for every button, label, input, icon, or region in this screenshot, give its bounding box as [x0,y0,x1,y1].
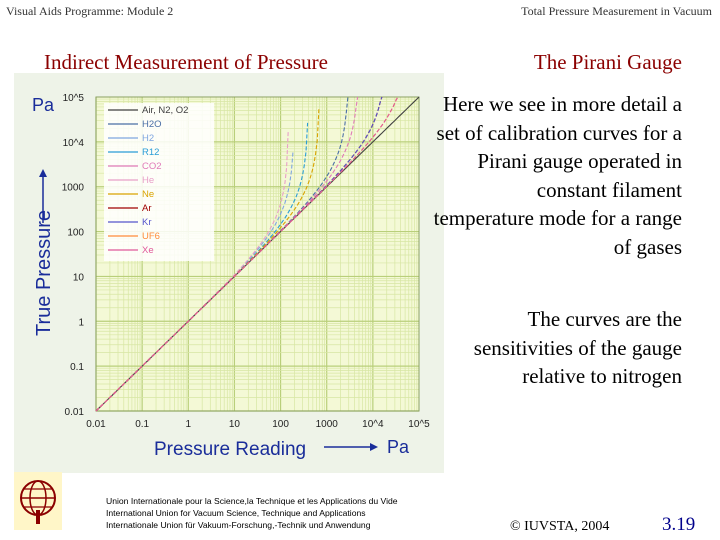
y-tick-label: 1 [78,317,84,328]
header-topic: Total Pressure Measurement in Vacuum [521,4,712,18]
y-tick-label: 10^5 [63,93,85,104]
x-tick-label: 1000 [316,419,339,430]
x-tick-label: 0.01 [86,419,106,430]
union-name-fr: Union Internationale pour la Science,la … [106,496,398,506]
description-paragraph-1: Here we see in more detail a set of cali… [433,92,682,259]
header-module: Visual Aids Programme: Module 2 [6,4,174,18]
legend-label: Ar [142,203,152,214]
description-paragraph-2: The curves are the sensitivities of the … [473,307,682,388]
legend-box [104,103,214,261]
y-tick-label: 0.01 [65,407,85,418]
union-names: Union Internationale pour la Science,la … [106,495,398,531]
legend-label: Ne [142,189,154,200]
slide-title-left: Indirect Measurement of Pressure [44,50,328,74]
x-axis-unit: Pa [387,437,410,457]
x-tick-label: 100 [272,419,289,430]
series-line-xe [95,96,399,412]
copyright: © IUVSTA, 2004 [510,519,610,534]
legend-label: Air, N2, O2 [142,105,188,116]
legend-label: He [142,175,154,186]
union-name-de: Internationale Union für Vakuum-Forschun… [106,520,371,530]
page-number: 3.19 [662,514,696,535]
legend-label: Xe [142,245,154,256]
x-axis-arrowhead [370,443,378,451]
iuvsta-logo [14,472,62,530]
slide-title-right: The Pirani Gauge [533,50,682,74]
legend-label: R12 [142,147,159,158]
x-axis-label: Pressure Reading [154,439,306,460]
legend-label: UF6 [142,231,160,242]
legend-label: H2 [142,133,154,144]
x-tick-label: 10^4 [362,419,384,430]
y-axis-arrowhead [39,169,47,177]
y-tick-label: 10 [73,272,85,283]
x-tick-label: 1 [186,419,192,430]
plot-border [95,96,420,412]
legend-label: Kr [142,217,152,228]
x-tick-label: 10^5 [408,419,430,430]
legend-label: CO2 [142,161,162,172]
y-axis-label: True Pressure [33,210,55,336]
y-axis-unit: Pa [32,95,55,115]
pirani-calibration-chart: 10^5 10^4 1000 100 10 1 0.1 0.01 0.01 0.1 1 10 100 10… [14,73,444,473]
y-tick-label: 10^4 [63,138,85,149]
y-tick-label: 100 [67,228,84,239]
globe-icon [20,480,56,524]
y-tick-label: 1000 [62,183,85,194]
legend-label: H2O [142,119,162,130]
union-name-en: International Union for Vacuum Science, … [106,508,366,518]
y-tick-label: 0.1 [70,362,84,373]
x-tick-label: 10 [229,419,241,430]
x-tick-label: 0.1 [135,419,149,430]
